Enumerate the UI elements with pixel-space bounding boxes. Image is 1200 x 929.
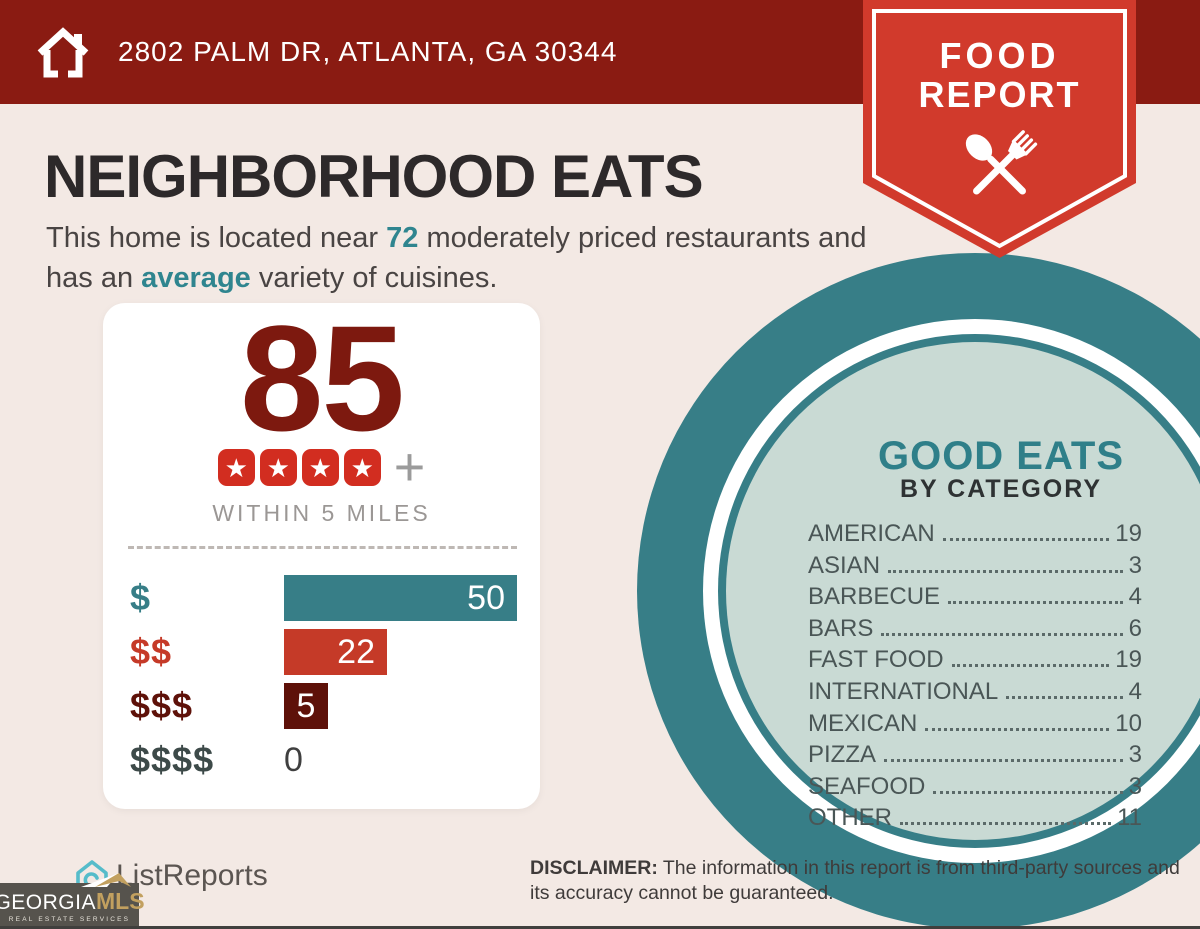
variety-highlight: average bbox=[141, 262, 251, 295]
georgiamls-wordmark: GEORGIAMLS bbox=[0, 887, 145, 914]
category-value: 19 bbox=[1115, 520, 1142, 547]
category-row: INTERNATIONAL 4 bbox=[808, 678, 1142, 710]
category-value: 3 bbox=[1128, 551, 1142, 579]
disclaimer: DISCLAIMER: The information in this repo… bbox=[530, 856, 1190, 907]
page-title: NEIGHBORHOOD EATS bbox=[44, 143, 704, 210]
food-report-badge: FOOD REPORT bbox=[863, 0, 1136, 258]
category-value: 4 bbox=[1128, 677, 1142, 705]
price-row-bar: 50 bbox=[284, 575, 517, 621]
category-name: AMERICAN bbox=[808, 520, 935, 547]
category-name: OTHER bbox=[808, 804, 892, 832]
dashed-divider bbox=[128, 546, 517, 549]
star-icon: ★ bbox=[343, 449, 381, 486]
price-row-value: 0 bbox=[284, 740, 303, 779]
category-list: AMERICAN 19 ASIAN 3 BARBECUE 4 BARS 6 FAST FOOD 1… bbox=[808, 520, 1142, 836]
price-row: $$$ 5 bbox=[130, 683, 540, 729]
dotted-leader bbox=[933, 790, 1123, 794]
dotted-leader bbox=[881, 632, 1123, 636]
page-subtitle: This home is located near 72 moderately … bbox=[46, 218, 867, 298]
price-row-label: $ bbox=[130, 577, 152, 618]
bottom-edge-strip bbox=[0, 926, 1200, 929]
disclaimer-text: The information in this report is from t… bbox=[530, 857, 1180, 905]
dotted-leader bbox=[888, 569, 1123, 573]
category-name: INTERNATIONAL bbox=[808, 677, 999, 705]
price-row: $50 bbox=[130, 575, 540, 621]
category-value: 4 bbox=[1128, 583, 1142, 611]
good-eats-subtitle: BY CATEGORY bbox=[899, 475, 1103, 503]
category-row: FAST FOOD 19 bbox=[808, 646, 1142, 678]
category-row: BARBECUE 4 bbox=[808, 583, 1142, 615]
georgiamls-logo: GEORGIAMLS REAL ESTATE SERVICES bbox=[0, 873, 145, 929]
category-value: 3 bbox=[1128, 741, 1142, 769]
star-icon: ★ bbox=[301, 449, 339, 486]
price-row-label: $$ bbox=[130, 631, 173, 672]
category-name: BARS bbox=[808, 614, 874, 642]
dotted-leader bbox=[942, 538, 1110, 541]
category-name: FAST FOOD bbox=[808, 646, 944, 674]
price-row-bar: 5 bbox=[284, 683, 328, 729]
plus-icon: + bbox=[393, 437, 426, 497]
dotted-leader bbox=[900, 822, 1112, 826]
subtitle-text: moderately priced restaurants and bbox=[418, 222, 867, 254]
category-name: BARBECUE bbox=[808, 583, 941, 611]
radius-label: WITHIN 5 MILES bbox=[212, 500, 431, 526]
home-icon bbox=[37, 27, 89, 78]
restaurant-count: 72 bbox=[386, 222, 419, 254]
category-row: BARS 6 bbox=[808, 615, 1142, 647]
subtitle-text: This home is located near bbox=[46, 222, 387, 254]
subtitle-text: variety of cuisines. bbox=[250, 262, 498, 295]
score-card: 85 ★ ★ ★ ★ + WITHIN 5 MILES $50 $$ 22 $$$ 5 $$$$ 0 bbox=[103, 303, 540, 809]
price-row-value: 50 bbox=[467, 578, 505, 617]
property-address: 2802 PALM DR, ATLANTA, GA 30344 bbox=[118, 36, 618, 67]
good-eats-title: GOOD EATS bbox=[877, 434, 1125, 478]
circle-fill bbox=[726, 342, 1200, 840]
spoon-fork-icon bbox=[965, 130, 1038, 195]
category-row: AMERICAN 19 bbox=[808, 520, 1142, 552]
price-level-chart: $50 $$ 22 $$$ 5 $$$$ 0 bbox=[130, 575, 540, 791]
dotted-leader bbox=[925, 727, 1110, 731]
category-row: SEAFOOD 3 bbox=[808, 773, 1142, 805]
price-row: $$ 22 bbox=[130, 629, 540, 675]
georgiamls-tagline: REAL ESTATE SERVICES bbox=[8, 915, 131, 923]
badge-inner-border bbox=[872, 9, 1127, 249]
category-value: 10 bbox=[1115, 709, 1142, 737]
listreports-wordmark: ListReports bbox=[116, 859, 268, 892]
dotted-leader bbox=[948, 601, 1123, 605]
badge-shape bbox=[863, 0, 1136, 258]
category-row: ASIAN 3 bbox=[808, 552, 1142, 584]
category-name: ASIAN bbox=[808, 551, 881, 579]
dotted-leader bbox=[951, 664, 1110, 668]
disclaimer-label: DISCLAIMER: bbox=[530, 857, 658, 879]
star-icon: ★ bbox=[259, 449, 297, 486]
category-value: 6 bbox=[1128, 614, 1142, 642]
star-rating: ★ ★ ★ ★ + bbox=[103, 437, 540, 497]
price-row: $$$$ 0 bbox=[130, 737, 540, 783]
price-row-value: 22 bbox=[337, 632, 375, 671]
category-value: 3 bbox=[1128, 772, 1142, 800]
category-name: PIZZA bbox=[808, 741, 877, 769]
subtitle-text: has an bbox=[46, 262, 142, 295]
category-row: MEXICAN 10 bbox=[808, 710, 1142, 742]
georgiamls-roof-icon bbox=[81, 873, 131, 887]
price-row-label: $$$$ bbox=[130, 739, 215, 780]
category-name: MEXICAN bbox=[808, 709, 918, 737]
category-name: SEAFOOD bbox=[808, 772, 926, 800]
price-row-bar: 22 bbox=[284, 629, 387, 675]
food-score: 85 bbox=[240, 294, 405, 462]
category-row: OTHER 11 bbox=[808, 804, 1142, 836]
badge-line1: FOOD bbox=[940, 35, 1060, 76]
dotted-leader bbox=[884, 759, 1123, 763]
price-row-label: $$$ bbox=[130, 685, 194, 726]
star-icon: ★ bbox=[217, 449, 255, 486]
category-row: PIZZA 3 bbox=[808, 741, 1142, 773]
badge-line2: REPORT bbox=[918, 74, 1080, 115]
price-row-value: 5 bbox=[296, 686, 316, 725]
category-value: 11 bbox=[1117, 804, 1142, 832]
category-value: 19 bbox=[1115, 646, 1142, 674]
dotted-leader bbox=[1006, 695, 1123, 699]
